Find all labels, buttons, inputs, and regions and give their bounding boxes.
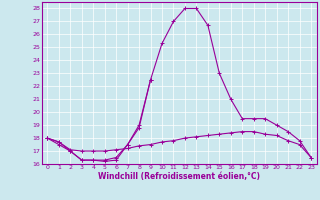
X-axis label: Windchill (Refroidissement éolien,°C): Windchill (Refroidissement éolien,°C) <box>98 172 260 181</box>
